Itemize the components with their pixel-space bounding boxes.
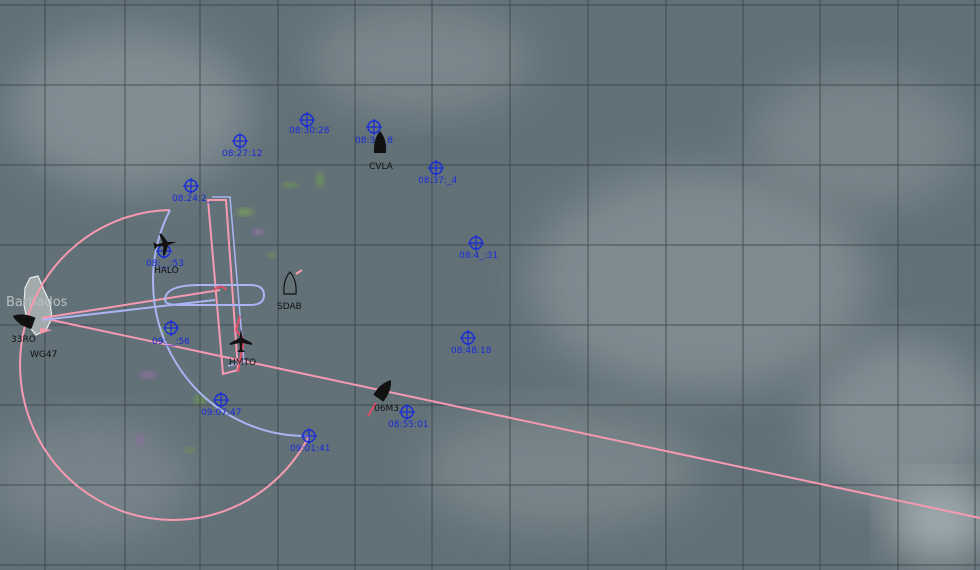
06m3-track xyxy=(367,402,377,417)
waypoint-time-label: 09:07:47 xyxy=(201,408,241,418)
waypoint-time-label: 09:__:56 xyxy=(152,337,190,347)
platform-halo[interactable]: HALO xyxy=(152,231,179,276)
waypoint-marker[interactable]: 08:24:2_ xyxy=(172,178,212,204)
platform-06m3[interactable]: 06M3 xyxy=(373,377,399,414)
racetrack-loop xyxy=(163,284,266,306)
platform-wg47[interactable]: WG47 xyxy=(30,328,57,360)
waypoint-time-label: 09:01:41 xyxy=(290,444,330,454)
waypoint-time-label: 08:48:18 xyxy=(451,346,492,356)
platform-cvla[interactable]: CVLA xyxy=(369,131,394,172)
waypoint-time-label: 08:27:12 xyxy=(222,149,262,159)
waypoint-marker[interactable]: 08:55:01 xyxy=(388,404,428,430)
waypoint-time-label: 08:55:01 xyxy=(388,420,428,430)
island-label: Barbados xyxy=(6,295,68,310)
waypoint-time-label: 08:4_:31 xyxy=(459,251,498,261)
platform-sdab[interactable]: SDAB xyxy=(277,271,302,312)
transit-track-halo xyxy=(41,289,221,319)
waypoint-marker[interactable]: 09:07:47 xyxy=(201,392,241,418)
waypoint-time-label: 08:30:28 xyxy=(289,126,330,136)
waypoint-time-label: 08:24:2_ xyxy=(172,194,212,204)
ship-icon xyxy=(373,380,392,402)
platform-layer: CVLA HALO SDAB HMTO 06M3 33RO WG47 xyxy=(11,131,399,414)
waypoint-marker[interactable]: 09:__:56 xyxy=(152,320,190,347)
platform-hmto[interactable]: HMTO xyxy=(229,329,256,368)
waypoint-marker[interactable]: 08:4_:31 xyxy=(459,235,498,261)
waypoint-marker[interactable]: 09:01:41 xyxy=(290,428,330,454)
waypoint-marker[interactable]: 08:3_:_8 xyxy=(355,119,393,146)
aircraft-icon xyxy=(230,329,252,352)
platform-label: HALO xyxy=(154,266,179,276)
waypoint-time-label: 08:3_:_8 xyxy=(355,136,393,146)
racetrack-blue xyxy=(212,196,245,367)
ship-icon xyxy=(373,131,387,153)
waypoint-layer: 08:30:28 08:3_:_8 08:27:12 08:37:_4 08:24:2_… xyxy=(146,112,498,454)
platform-label: CVLA xyxy=(369,162,394,172)
circle-track-blue xyxy=(151,209,310,438)
halo-track-loop xyxy=(213,285,227,291)
waypoint-marker[interactable]: 08:37:_4 xyxy=(418,160,457,186)
waypoint-time-label: 08:37:_4 xyxy=(418,176,457,186)
waypoint-marker[interactable]: 08:30:28 xyxy=(289,112,330,136)
sdab-track xyxy=(295,269,303,275)
aircraft-icon xyxy=(153,233,177,256)
platform-33ro[interactable]: 33RO xyxy=(11,310,36,345)
waypoint-marker[interactable]: 08:48:18 xyxy=(451,330,492,356)
rain-cells xyxy=(136,172,324,453)
transit-track-blue xyxy=(41,299,216,321)
transit-track-pink xyxy=(41,317,980,519)
platform-label: 06M3 xyxy=(374,404,399,414)
circle-track-pink xyxy=(19,209,310,521)
platform-label: WG47 xyxy=(30,350,57,360)
platform-label: SDAB xyxy=(277,302,302,312)
waypoint-marker[interactable]: 08:27:12 xyxy=(222,133,262,159)
ship-icon xyxy=(12,314,36,330)
platform-label: HMTO xyxy=(229,358,256,368)
cloud-layer xyxy=(0,5,980,560)
platform-label: 33RO xyxy=(11,335,36,345)
waypoint-time-label: 08:__:53 xyxy=(146,259,184,269)
glider-icon xyxy=(40,328,52,334)
ship-icon xyxy=(283,271,297,295)
